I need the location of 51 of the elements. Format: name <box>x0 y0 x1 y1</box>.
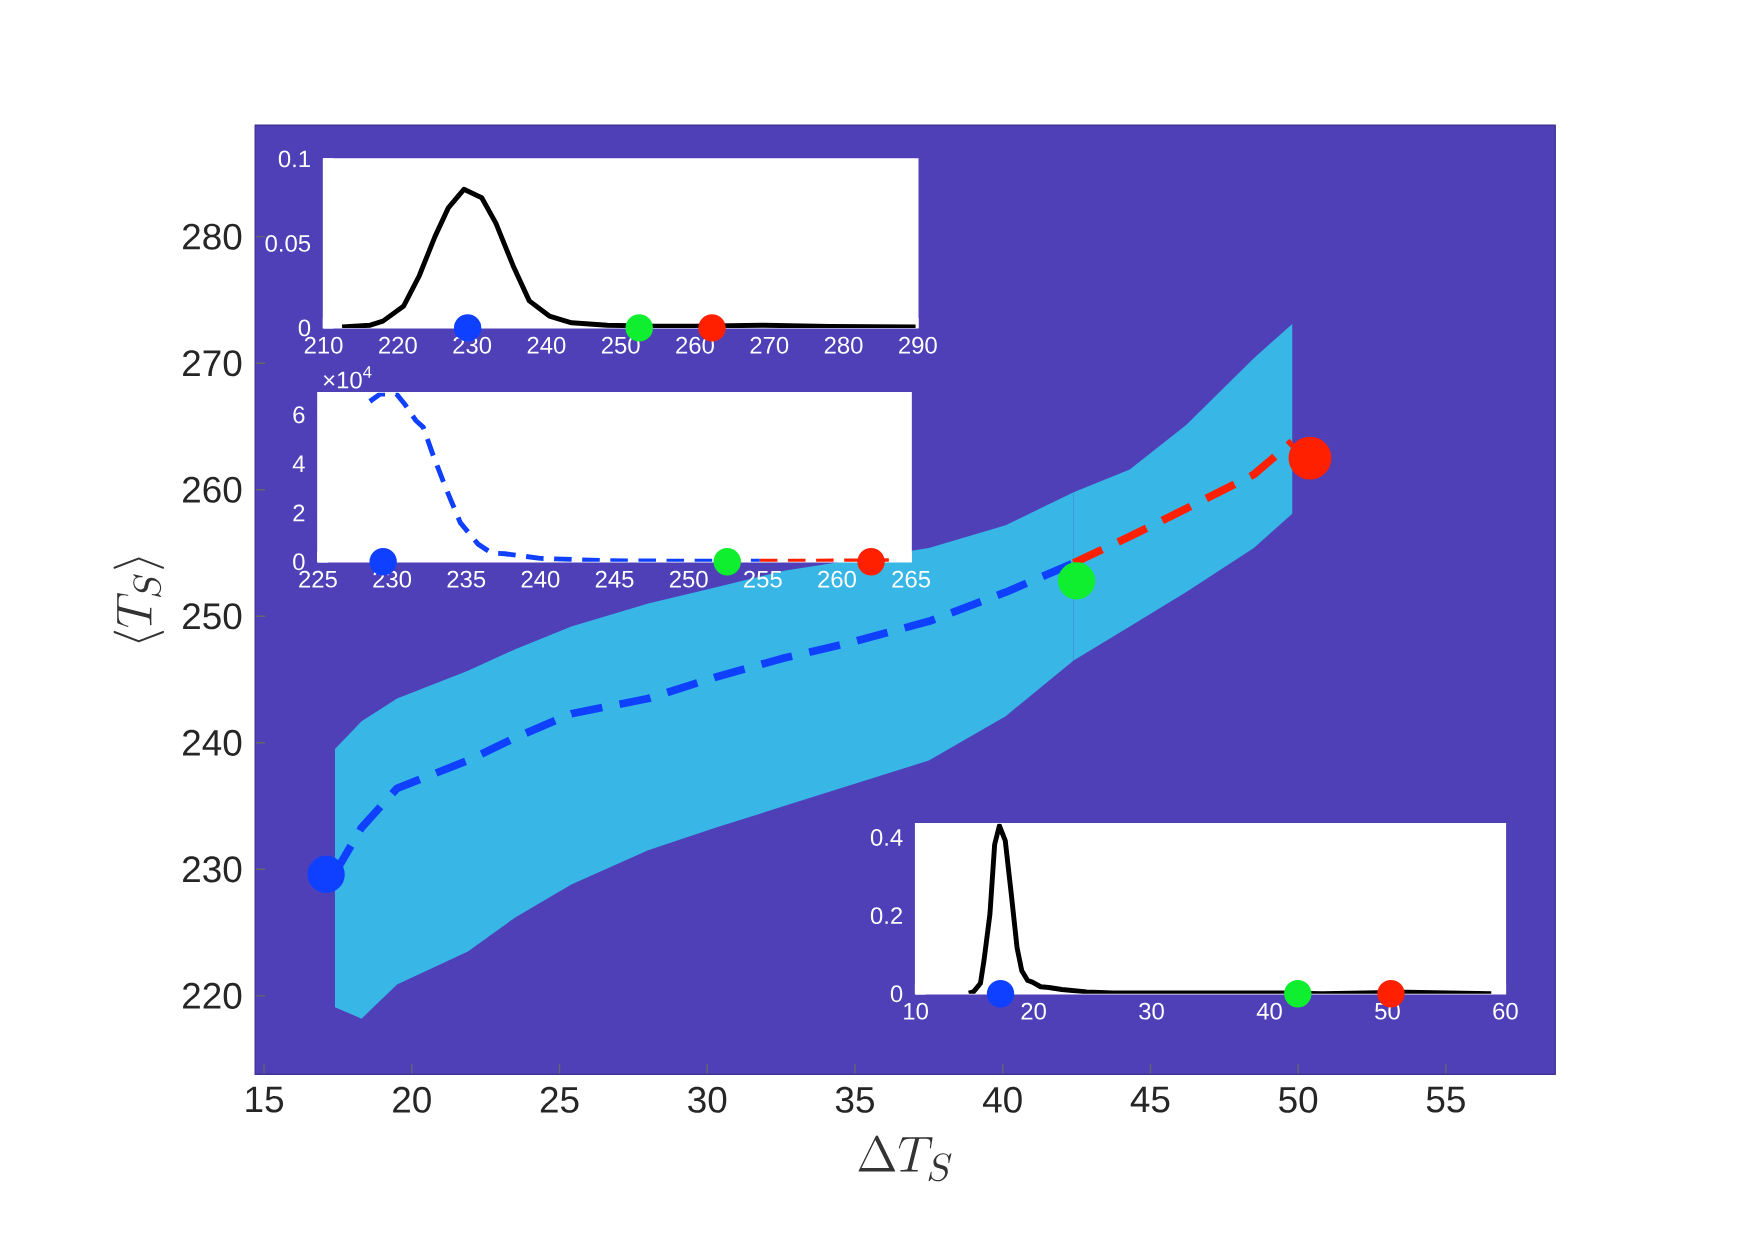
x-tick-label: 45 <box>1130 1086 1170 1113</box>
y-tick-label: 230 <box>183 856 242 883</box>
line-series <box>339 186 918 328</box>
y-tick-label: 0 <box>293 553 305 571</box>
y-tick-label: 240 <box>183 729 242 756</box>
y-tick-label: 0.1 <box>278 150 310 168</box>
x-tick-label: 240 <box>521 570 560 588</box>
x-tick-label: 35 <box>835 1086 874 1113</box>
x-tick-label: 255 <box>744 570 782 588</box>
x-tick-label: 60 <box>1493 1002 1518 1020</box>
x-tick-label: 20 <box>393 1086 431 1113</box>
x-tick-label: 225 <box>299 570 337 588</box>
x-tick-label: 40 <box>1256 1002 1282 1020</box>
point <box>1288 436 1332 480</box>
x-tick-label: 50 <box>1279 1086 1318 1113</box>
x-tick-label: 280 <box>824 336 863 354</box>
x-tick-label: 250 <box>669 570 708 588</box>
annotation: ×10$^{4}$ <box>323 366 372 389</box>
x-tick-label: 235 <box>447 570 486 588</box>
x-tick-label: 245 <box>595 570 634 588</box>
y-tick-label: 260 <box>183 476 242 503</box>
y-tick-label: 0 <box>890 985 903 1003</box>
x-tick-label: 240 <box>527 336 566 354</box>
y-axis-title: $\langle T_S \rangle$ <box>113 557 165 643</box>
y-tick-label: 0.4 <box>870 829 903 846</box>
x-tick-label: 40 <box>983 1086 1022 1113</box>
y-tick-label: 0 <box>298 319 311 337</box>
x-tick-label: 15 <box>246 1086 284 1113</box>
y-tick-label: 0.05 <box>265 234 311 252</box>
x-tick-label: 220 <box>379 336 417 354</box>
y-tick-label: 0.2 <box>870 907 903 925</box>
x-tick-label: 270 <box>750 336 789 354</box>
x-tick-label: 290 <box>899 336 937 354</box>
x-axis-title: $\Delta T_S$ <box>858 1135 952 1182</box>
x-tick-label: 30 <box>688 1086 727 1113</box>
x-tick-label: 55 <box>1426 1086 1465 1113</box>
point <box>307 855 345 894</box>
x-tick-label: 265 <box>892 570 931 588</box>
y-tick-label: 280 <box>183 223 242 250</box>
x-tick-label: 10 <box>904 1002 928 1020</box>
y-tick-label: 6 <box>293 406 305 424</box>
point <box>1057 562 1096 600</box>
y-tick-label: 4 <box>292 455 305 473</box>
line-series <box>367 392 763 562</box>
x-tick-label: 260 <box>818 570 856 588</box>
y-tick-label: 250 <box>183 603 242 630</box>
x-tick-label: 20 <box>1021 1002 1046 1020</box>
x-tick-label: 25 <box>540 1086 579 1113</box>
y-tick-label: 2 <box>293 504 305 522</box>
x-tick-label: 30 <box>1139 1002 1164 1020</box>
x-tick-label: 210 <box>304 336 343 354</box>
